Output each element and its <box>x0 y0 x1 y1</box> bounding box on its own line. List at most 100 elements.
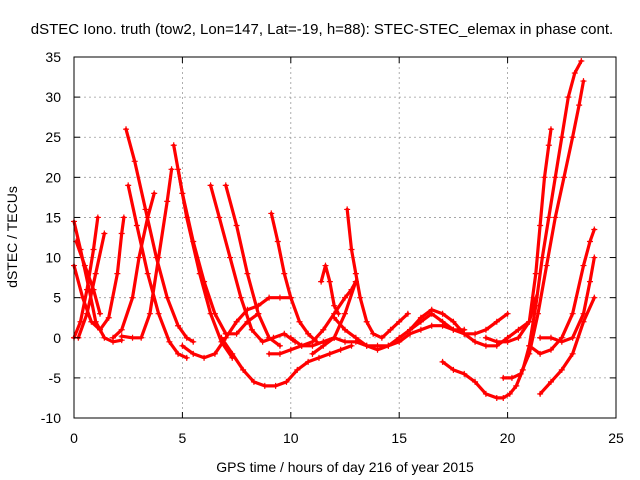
data-point <box>387 326 394 333</box>
data-point <box>547 334 554 341</box>
data-point <box>552 174 559 181</box>
series-line <box>441 59 583 400</box>
axis-ticks <box>73 56 617 419</box>
data-point <box>404 310 411 317</box>
series-line <box>345 207 410 340</box>
data-point <box>504 310 511 317</box>
data-point <box>352 338 359 345</box>
data-point <box>326 278 333 285</box>
data-point <box>515 334 522 341</box>
data-point <box>105 314 112 321</box>
data-point <box>237 294 244 301</box>
data-point <box>131 158 138 165</box>
data-point <box>537 222 544 229</box>
data-point <box>118 230 125 237</box>
data-point <box>309 342 316 349</box>
series-line <box>484 127 553 344</box>
data-point <box>396 338 403 345</box>
data-point <box>571 70 578 77</box>
data-point <box>90 286 97 293</box>
y-tick-label: 5 <box>53 290 61 306</box>
y-tick-labels: -10 -5 0 5 10 15 20 25 30 35 <box>41 49 61 426</box>
data-point <box>500 374 507 381</box>
data-point <box>240 366 247 373</box>
data-point <box>175 322 182 329</box>
data-point <box>482 326 489 333</box>
data-point <box>255 302 262 309</box>
data-point <box>335 310 342 317</box>
data-point <box>591 226 598 233</box>
data-point <box>348 342 355 349</box>
data-point <box>155 254 162 261</box>
data-point <box>472 378 479 385</box>
data-point <box>461 330 468 337</box>
data-point <box>151 190 158 197</box>
data-point <box>114 270 121 277</box>
data-point <box>211 350 218 357</box>
data-point <box>569 134 576 141</box>
y-tick-label: 30 <box>45 89 61 105</box>
series-line <box>527 227 596 356</box>
data-point <box>352 270 359 277</box>
data-point <box>385 342 392 349</box>
data-point <box>250 378 257 385</box>
data-point <box>532 302 539 309</box>
data-point <box>539 254 546 261</box>
data-point <box>348 246 355 253</box>
series-line <box>180 296 293 360</box>
data-point <box>342 338 348 345</box>
data-point <box>97 326 104 333</box>
data-point <box>493 318 500 325</box>
data-point <box>461 370 468 377</box>
data-point <box>233 222 240 229</box>
data-point <box>92 270 99 277</box>
data-point <box>227 254 234 261</box>
data-point <box>81 262 88 269</box>
y-tick-label: -10 <box>41 410 61 426</box>
data-point <box>97 310 104 317</box>
data-point <box>266 350 273 357</box>
data-point <box>283 378 290 385</box>
data-point <box>450 326 457 333</box>
data-point <box>547 346 554 353</box>
data-point <box>110 334 117 341</box>
data-point <box>133 222 140 229</box>
data-point <box>248 326 255 333</box>
series-line <box>176 167 234 360</box>
series-line <box>538 296 596 396</box>
y-tick-label: 10 <box>45 250 61 266</box>
x-tick-label: 25 <box>608 430 624 446</box>
data-point <box>287 294 294 301</box>
data-point <box>472 330 479 337</box>
data-point <box>276 342 283 349</box>
data-point <box>118 333 125 340</box>
data-point <box>84 310 91 317</box>
series-line <box>219 336 354 388</box>
data-point <box>565 94 572 101</box>
data-point <box>201 354 208 361</box>
data-point <box>576 102 583 109</box>
data-point <box>101 334 108 341</box>
data-point <box>506 390 513 397</box>
data-point <box>207 310 214 317</box>
data-point <box>233 330 240 337</box>
data-point <box>344 206 351 213</box>
data-point <box>320 326 327 333</box>
data-point <box>586 278 593 285</box>
data-point <box>545 214 552 221</box>
data-point <box>255 310 262 317</box>
data-point <box>517 370 524 377</box>
data-point <box>580 78 587 85</box>
data-point <box>320 338 327 345</box>
data-point <box>101 230 108 237</box>
data-point <box>129 294 136 301</box>
y-tick-label: 20 <box>45 169 61 185</box>
data-point <box>439 358 446 365</box>
y-tick-label: 25 <box>45 129 61 145</box>
data-point <box>144 214 151 221</box>
data-point <box>261 382 268 389</box>
data-point <box>155 310 162 317</box>
data-point <box>504 338 511 345</box>
data-point <box>526 342 533 349</box>
